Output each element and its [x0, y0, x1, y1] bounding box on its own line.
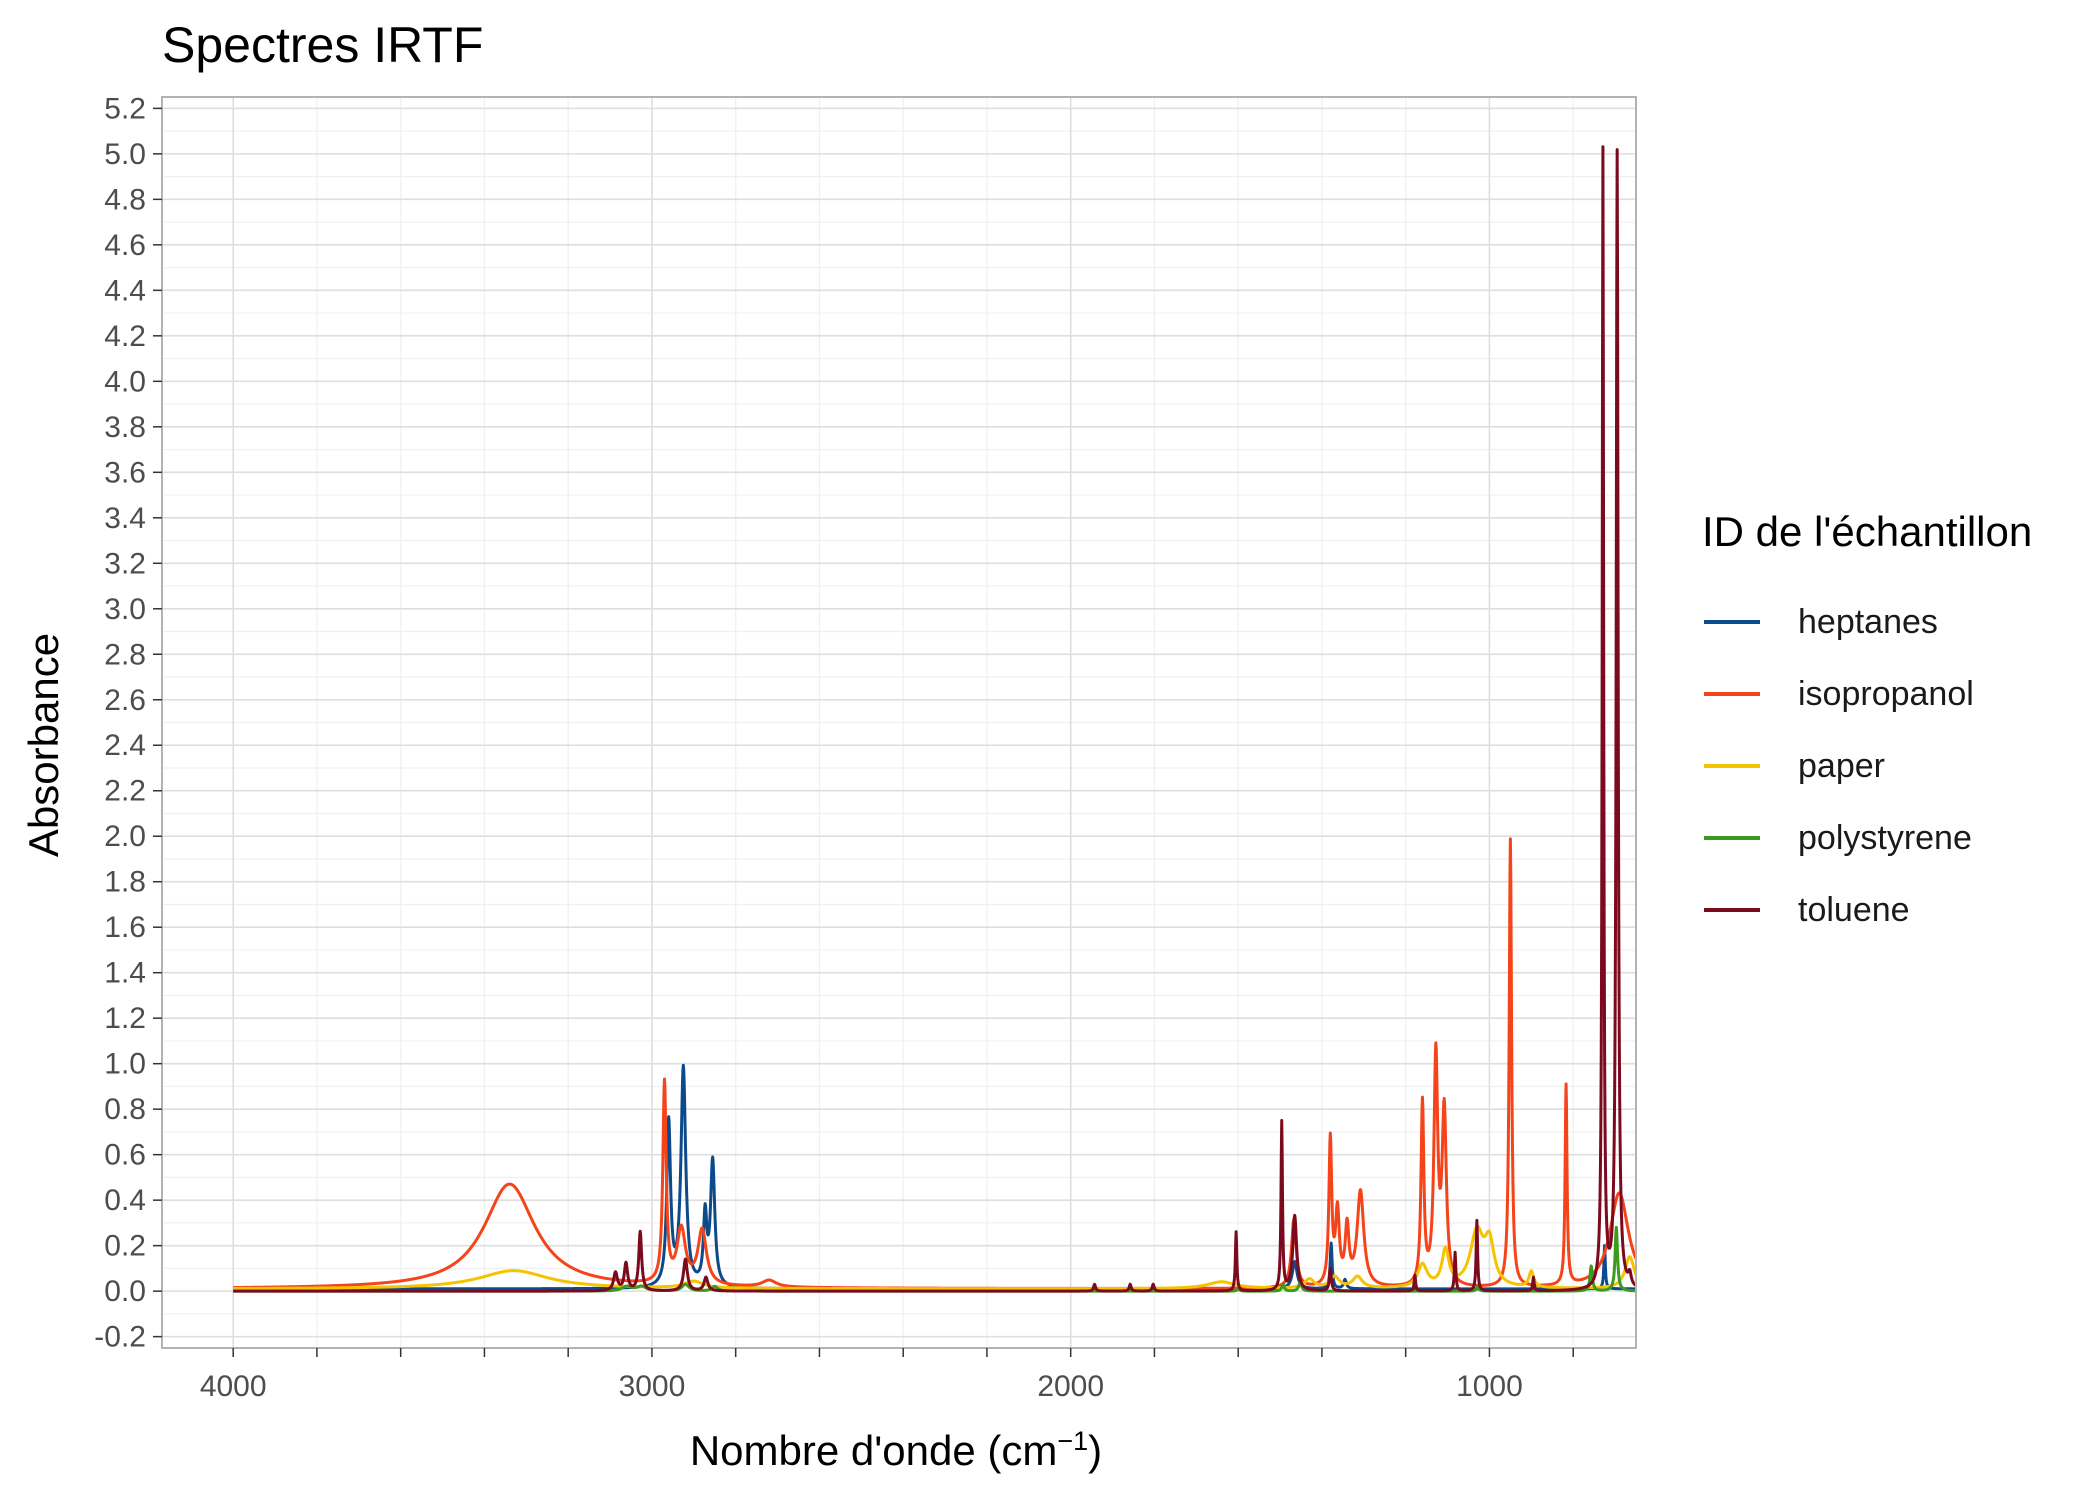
- legend-label: polystyrene: [1798, 819, 1972, 858]
- y-tick-label: 1.0: [104, 1048, 146, 1081]
- y-tick-label: 4.4: [104, 274, 146, 307]
- y-tick-label: 4.6: [104, 229, 146, 262]
- y-tick-label: 4.8: [104, 183, 146, 216]
- y-tick-label: 1.4: [104, 957, 146, 990]
- legend-title: ID de l'échantillon: [1702, 508, 2032, 556]
- legend-swatch: [1704, 908, 1760, 912]
- y-tick-label: 3.2: [104, 547, 146, 580]
- series-line-toluene: [233, 147, 1636, 1291]
- legend-swatch: [1704, 836, 1760, 840]
- y-axis-ticks: -0.2 0.0 0.2 0.4 0.6 0.8 1.0 1.2 1.4 1.6 1.8 2.0 2.2…: [94, 92, 162, 1353]
- y-tick-label: 2.4: [104, 729, 146, 762]
- y-tick-label: 2.2: [104, 775, 146, 808]
- legend-item-paper: paper: [1702, 730, 2032, 802]
- x-tick-label: 3000: [619, 1370, 686, 1403]
- legend-item-toluene: toluene: [1702, 874, 2032, 946]
- y-tick-label: 0.8: [104, 1093, 146, 1126]
- legend-item-polystyrene: polystyrene: [1702, 802, 2032, 874]
- y-tick-label: 2.8: [104, 638, 146, 671]
- series-lines: [233, 147, 1636, 1291]
- legend-label: heptanes: [1798, 603, 1938, 642]
- x-tick-label: 2000: [1037, 1370, 1104, 1403]
- legend-swatch: [1704, 620, 1760, 624]
- y-tick-label: 3.0: [104, 593, 146, 626]
- x-axis-ticks: 4000 3000 2000 1000: [200, 1348, 1573, 1403]
- legend-swatch: [1704, 692, 1760, 696]
- legend-item-heptanes: heptanes: [1702, 586, 2032, 658]
- y-tick-label: 1.6: [104, 911, 146, 944]
- y-tick-label: 3.4: [104, 502, 146, 535]
- y-tick-label: 3.6: [104, 456, 146, 489]
- y-tick-label: -0.2: [94, 1321, 146, 1354]
- y-tick-label: 0.0: [104, 1275, 146, 1308]
- y-tick-label: 3.8: [104, 411, 146, 444]
- x-tick-label: 4000: [200, 1370, 267, 1403]
- legend-label: paper: [1798, 747, 1885, 786]
- legend-swatch: [1704, 764, 1760, 768]
- y-tick-label: 4.2: [104, 320, 146, 353]
- legend-label: isopropanol: [1798, 675, 1974, 714]
- legend-item-isopropanol: isopropanol: [1702, 658, 2032, 730]
- y-tick-label: 2.0: [104, 820, 146, 853]
- y-tick-label: 0.6: [104, 1139, 146, 1172]
- y-tick-label: 1.2: [104, 1002, 146, 1035]
- legend: ID de l'échantillon heptanes isopropanol…: [1702, 508, 2032, 946]
- y-tick-label: 2.6: [104, 684, 146, 717]
- y-tick-label: 0.2: [104, 1230, 146, 1263]
- y-tick-label: 4.0: [104, 365, 146, 398]
- y-tick-label: 0.4: [104, 1184, 146, 1217]
- y-tick-label: 5.2: [104, 92, 146, 125]
- legend-label: toluene: [1798, 891, 1910, 930]
- x-tick-label: 1000: [1456, 1370, 1523, 1403]
- y-tick-label: 5.0: [104, 138, 146, 171]
- y-tick-label: 1.8: [104, 866, 146, 899]
- minor-gridlines: [162, 97, 1636, 1348]
